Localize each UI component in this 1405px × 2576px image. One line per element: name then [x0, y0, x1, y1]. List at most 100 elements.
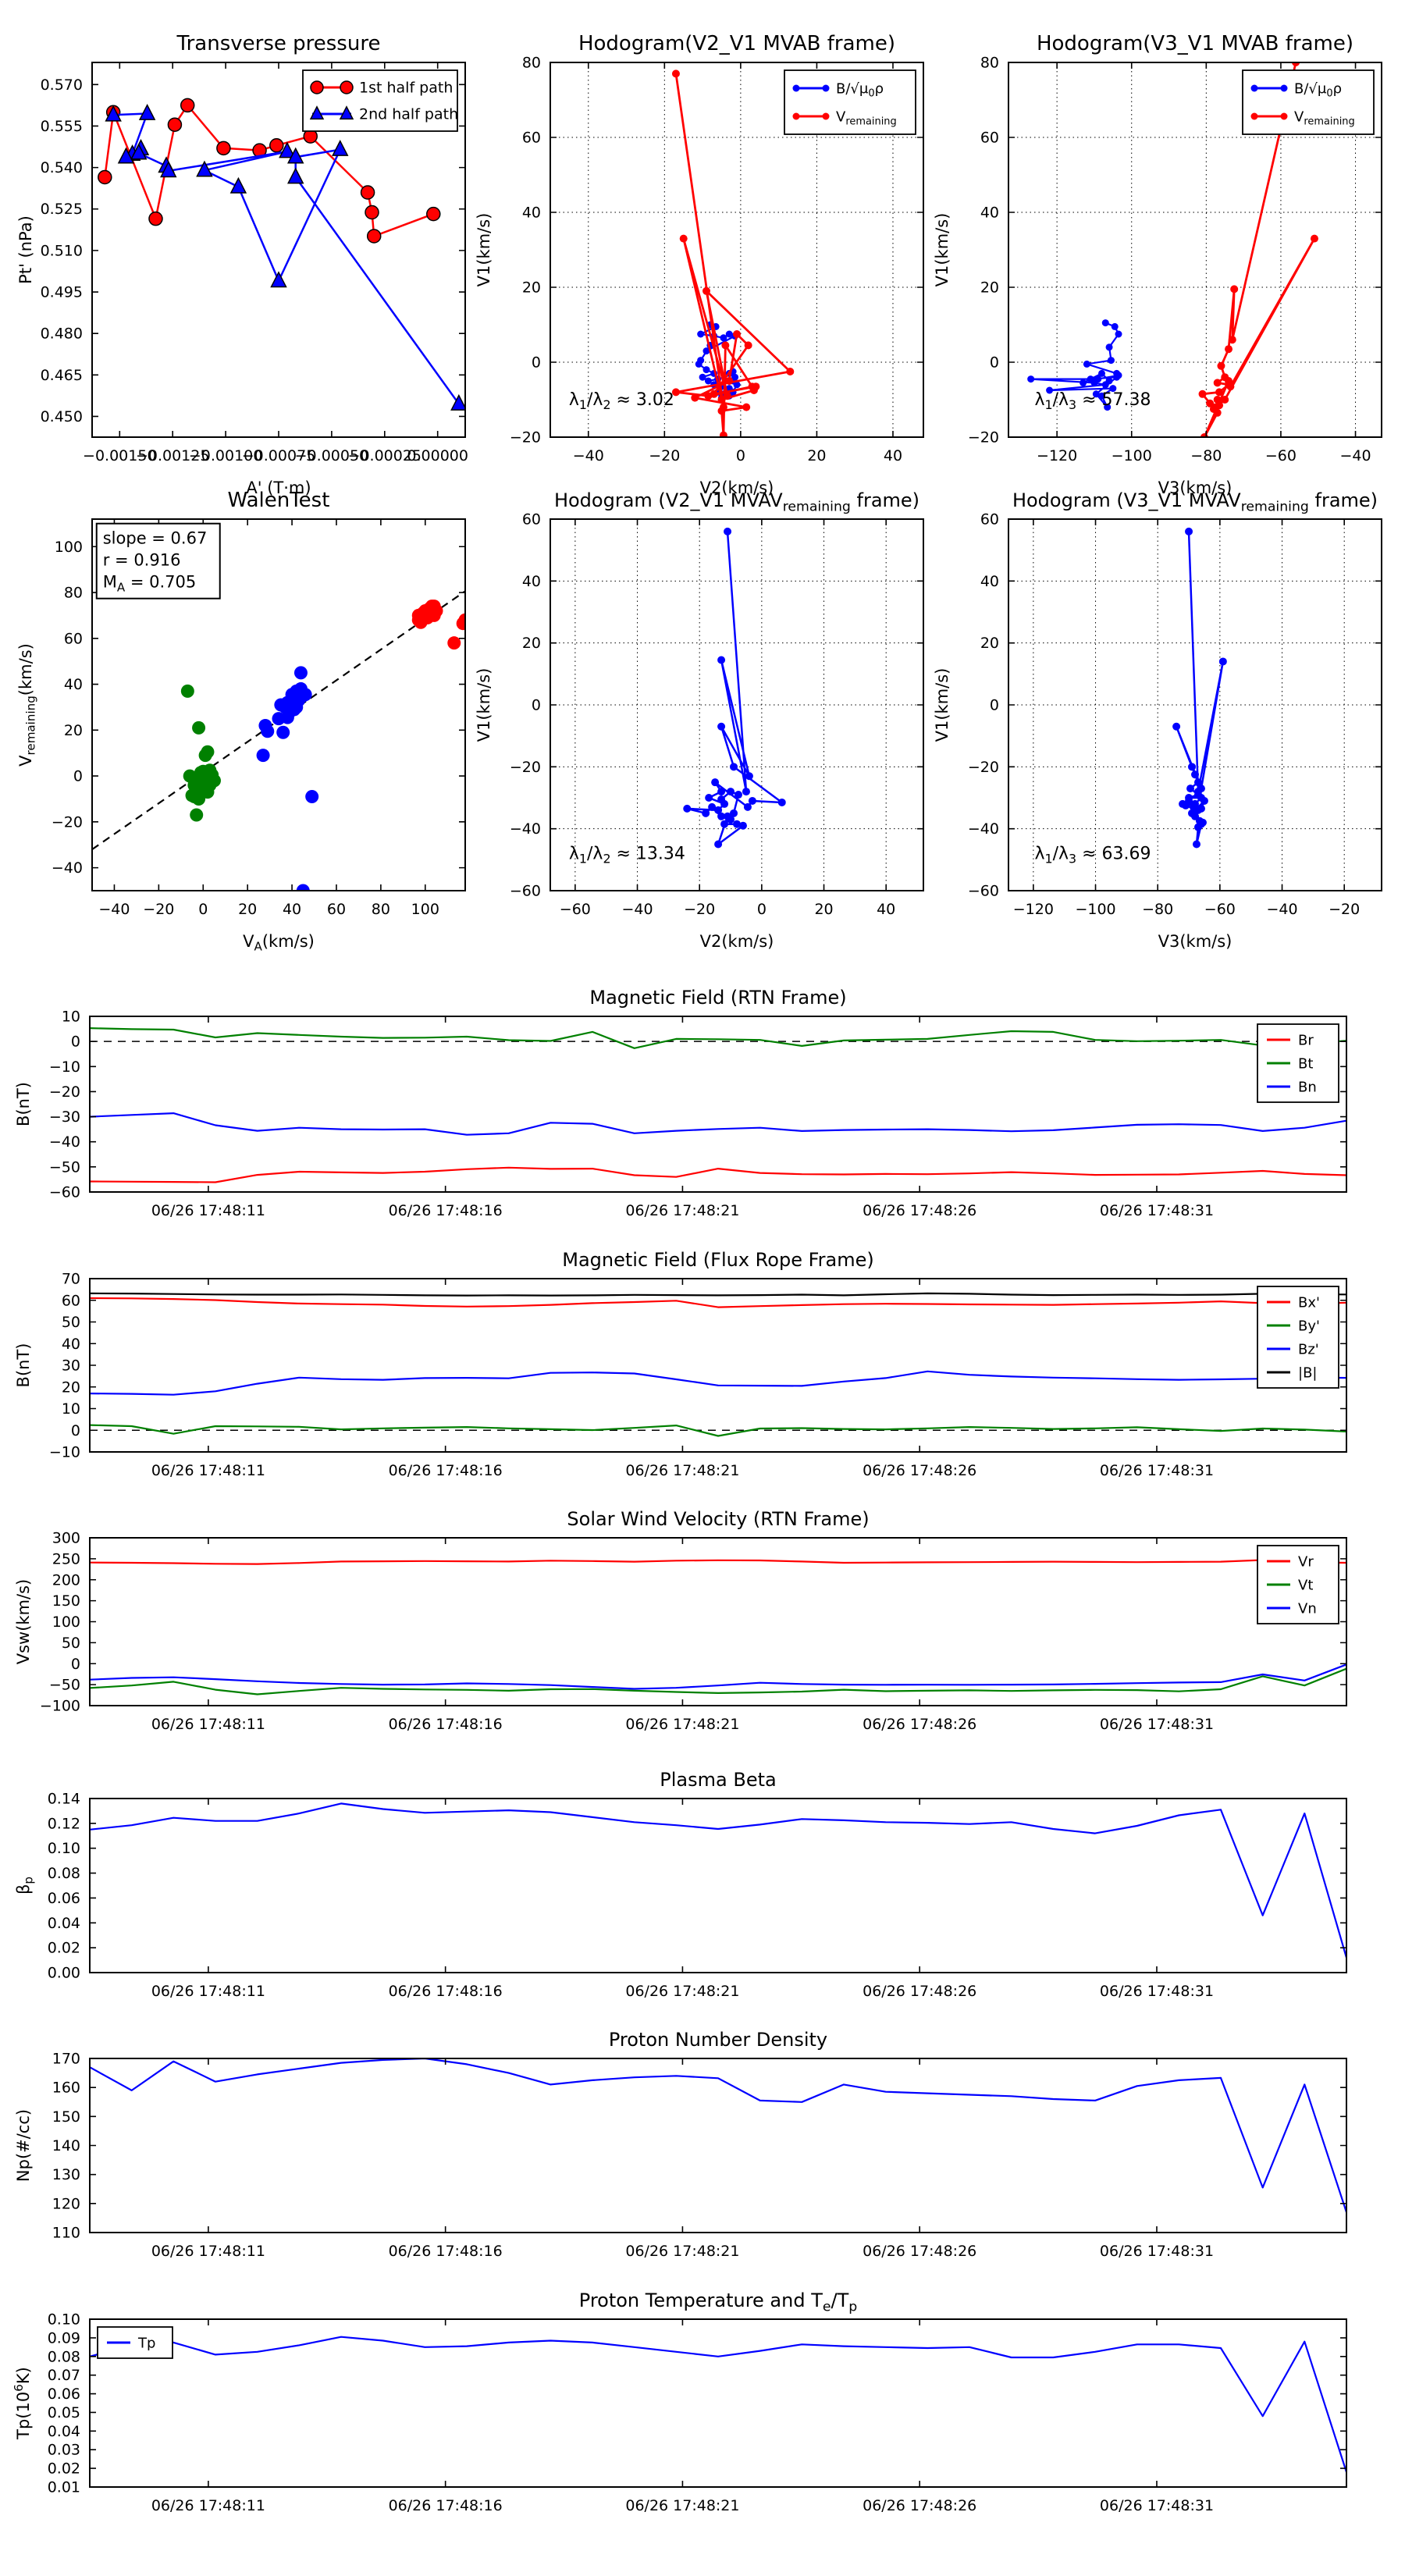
x-tick-label: 06/26 17:48:11: [151, 1716, 265, 1733]
chart-title: Plasma Beta: [660, 1769, 776, 1791]
legend-label: 2nd half path: [359, 106, 458, 123]
y-tick-label: 0.01: [48, 2479, 80, 2496]
y-tick-label: 0.06: [48, 2386, 80, 2403]
y-tick-label: 0.04: [48, 2423, 80, 2440]
y-tick-label: 40: [980, 205, 999, 222]
y-tick-label: 80: [64, 585, 83, 602]
series-hodogram-v3v1-mvab: [1027, 62, 1318, 438]
y-tick-label: −60: [968, 883, 999, 900]
chart-title: Hodogram(V2_V1 MVAB frame): [578, 32, 895, 55]
x-axis-label: A' (T·m): [246, 479, 311, 497]
y-tick-label: 80: [522, 55, 541, 72]
chart-vsw: 06/26 17:48:11 06/26 17:48:16 06/26 17:48:…: [14, 1508, 1347, 1733]
chart-title: Hodogram (V3_V1 MVAVremaining frame): [1012, 489, 1378, 514]
x-tick-label: 06/26 17:48:16: [389, 2497, 503, 2514]
x-tick-label: 06/26 17:48:11: [151, 2497, 265, 2514]
legend-label: Vr: [1298, 1554, 1314, 1571]
x-tick-label: 06/26 17:48:31: [1100, 2243, 1214, 2260]
x-axis-label: V2(km/s): [700, 479, 774, 497]
chart-hodogram-v3v1-mvav: −120 −100 −80 −60 −40 −20 −60 −40 −20 0 20 40 60 Hodo…: [933, 489, 1382, 951]
y-tick-label: −20: [52, 813, 83, 831]
y-tick-label: 0.14: [48, 1791, 80, 1808]
y-tick-label: 40: [522, 573, 541, 590]
legend: Br Bt Bn: [1257, 1023, 1339, 1103]
y-tick-label: 0.555: [41, 118, 83, 135]
y-tick-label: −30: [49, 1108, 80, 1126]
y-tick-label: 0: [71, 1422, 80, 1439]
x-tick-label: 06/26 17:48:11: [151, 1983, 265, 2000]
y-tick-label: 50: [62, 1314, 80, 1331]
y-tick-label: 0.510: [41, 242, 83, 259]
y-tick-label: 0: [990, 697, 999, 714]
y-tick-label: 60: [64, 630, 83, 647]
y-tick-label: 200: [52, 1571, 80, 1589]
y-tick-label: 0.05: [48, 2404, 80, 2421]
y-tick-label: 80: [980, 55, 999, 72]
y-tick-label: 150: [52, 1592, 80, 1610]
y-tick-label: 0.10: [48, 2311, 80, 2329]
y-tick-label: 10: [62, 1009, 80, 1026]
x-tick-label: −0.00050: [295, 447, 369, 464]
chart-np: 06/26 17:48:11 06/26 17:48:16 06/26 17:48:…: [14, 2029, 1347, 2260]
y-axis-label: Vremaining(km/s): [16, 643, 38, 767]
y-tick-label: 60: [62, 1292, 80, 1309]
annotation: λ1/λ2 ≈ 3.02: [569, 390, 674, 412]
x-tick-label: 06/26 17:48:21: [625, 1983, 739, 2000]
chart-title: Solar Wind Velocity (RTN Frame): [567, 1508, 869, 1530]
chart-title: Hodogram(V3_V1 MVAB frame): [1037, 32, 1353, 55]
chart-hodogram-v2v1-mvav: −60 −40 −20 0 20 40 −60 −40 −20 0 20 40 60 Hodogram (…: [475, 489, 924, 951]
chart-title: Proton Temperature and Te/Tp: [579, 2290, 857, 2314]
x-tick-label: 06/26 17:48:21: [625, 1716, 739, 1733]
y-tick-label: 0: [73, 768, 83, 785]
legend-label: Bz': [1298, 1342, 1319, 1358]
legend-label: Br: [1298, 1033, 1314, 1049]
y-tick-label: −10: [49, 1444, 80, 1461]
series-vsw: [89, 1559, 1347, 1695]
y-tick-label: 60: [522, 511, 541, 528]
x-tick-label: −80: [1142, 901, 1173, 918]
y-tick-label: −60: [510, 883, 541, 900]
y-tick-label: 40: [64, 676, 83, 693]
chart-transverse-pressure: −0.00150−0.00125−0.00100−0.00075−0.00050…: [16, 32, 468, 497]
legend-label: |B|: [1298, 1365, 1317, 1382]
legend: B/√μ0ρ Vremaining: [784, 69, 916, 135]
legend-label: Bn: [1298, 1080, 1317, 1096]
y-tick-label: 140: [52, 2137, 80, 2154]
y-tick-label: −40: [968, 820, 999, 838]
y-tick-label: −10: [49, 1059, 80, 1076]
x-tick-label: 20: [238, 901, 257, 918]
y-axis-label: V1(km/s): [933, 668, 951, 742]
y-tick-label: 20: [522, 279, 541, 297]
x-tick-label: 06/26 17:48:16: [389, 2243, 503, 2260]
y-tick-label: 70: [62, 1271, 80, 1288]
legend-label: Tp: [137, 2336, 155, 2352]
x-tick-label: 40: [884, 447, 902, 464]
legend-label: Vn: [1298, 1601, 1317, 1617]
y-tick-label: 10: [62, 1400, 80, 1418]
series-hodogram-v3v1-mvav: [1172, 527, 1227, 849]
series-walen-test: [91, 590, 466, 891]
y-tick-label: 0: [990, 354, 999, 372]
x-tick-label: −60: [1204, 901, 1236, 918]
y-tick-label: 0.06: [48, 1890, 80, 1907]
y-tick-label: 170: [52, 2051, 80, 2068]
y-tick-label: 0.02: [48, 2460, 80, 2478]
y-tick-label: −20: [968, 759, 999, 776]
y-axis-label: V1(km/s): [933, 213, 951, 287]
legend: Bx' By' Bz' |B|: [1257, 1286, 1339, 1389]
y-tick-label: 0.02: [48, 1940, 80, 1957]
annotation-line: MA = 0.705: [103, 573, 197, 595]
x-axis-label: V3(km/s): [1158, 479, 1232, 497]
y-tick-label: 0: [71, 1034, 80, 1051]
y-tick-label: 0.540: [41, 159, 83, 176]
y-axis-label: Pt' (nPa): [16, 215, 35, 284]
x-tick-label: 80: [372, 901, 390, 918]
chart-hodogram-v2v1-mvab: −40 −20 0 20 40 −20 0 20 40 60 80 Hodogram(V2_V1 MV…: [475, 32, 924, 497]
chart-title: Magnetic Field (RTN Frame): [589, 987, 846, 1009]
legend-label: Vremaining: [1294, 109, 1355, 128]
x-tick-label: −80: [1190, 447, 1222, 464]
y-tick-label: 0.08: [48, 2348, 80, 2365]
chart-hodogram-v3v1-mvab: −120 −100 −80 −60 −40 −20 0 20 40 60 80 Hodogram(V3…: [933, 32, 1382, 497]
y-tick-label: 60: [980, 511, 999, 528]
